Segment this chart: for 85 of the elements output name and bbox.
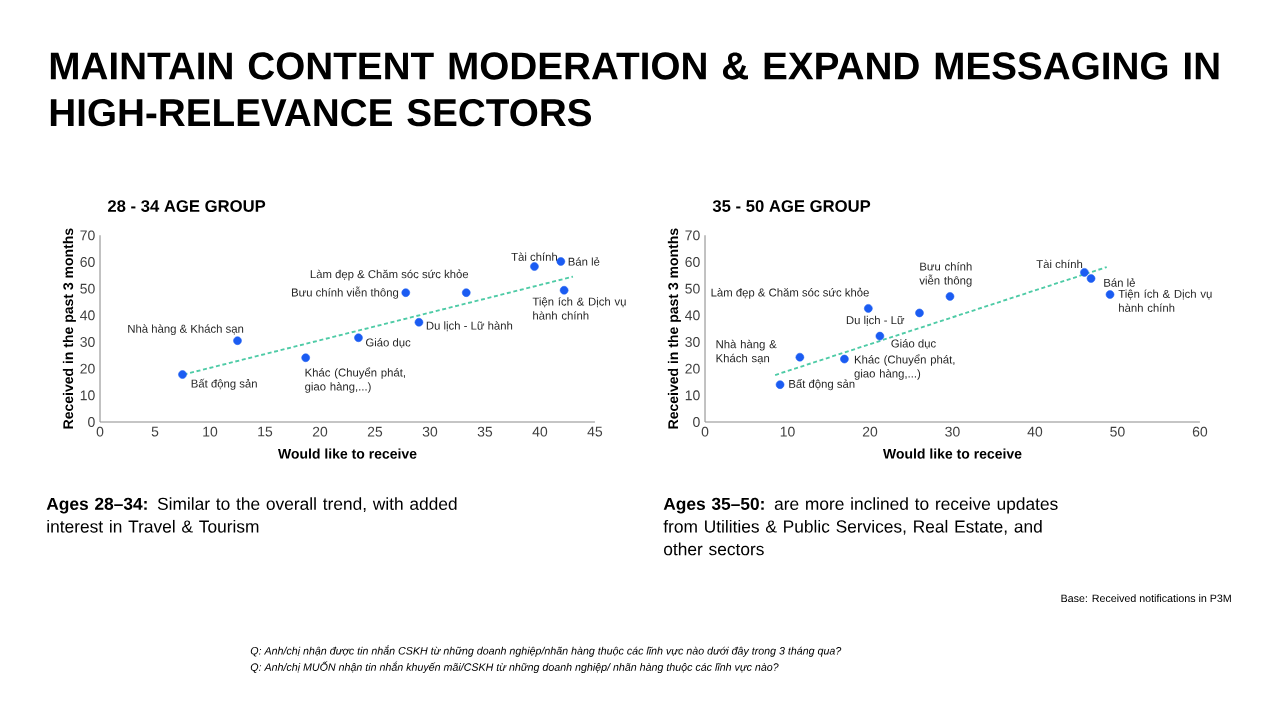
point: [178, 370, 187, 379]
y-tick-label: 60: [685, 257, 700, 267]
point: [840, 354, 849, 364]
x-tick-label: 20: [312, 426, 328, 437]
annotation: Tiện ích & Dịch vụ hành chính: [1118, 289, 1212, 312]
annotation: Bán lẻ: [568, 257, 600, 266]
y-tick-label: 20: [80, 363, 95, 374]
annotation: Làm đẹp & Chăm sóc sức khỏe: [711, 287, 869, 299]
point: [233, 336, 242, 345]
chart-title: 35 - 50 AGE GROUP: [712, 200, 871, 212]
point: [556, 257, 566, 266]
annotation: Làm đẹp & Chăm sóc sức khỏe: [310, 269, 469, 281]
x-tick-label: 0: [96, 426, 104, 437]
x-tick-label: 0: [701, 426, 709, 437]
point: [401, 288, 411, 297]
text: Q: Anh/chị nhận được tin nhắn CSKH từ những doanh nghiệp/nhãn hàng thuộc các lĩnh vực nào dưới đây trong 3 tháng qua?: [250, 645, 842, 657]
x-tick-label: 30: [422, 426, 438, 437]
x-tick-label: 10: [780, 426, 795, 437]
annotation: Tài chính: [1036, 259, 1083, 269]
point: [775, 380, 785, 389]
y-tick-label: 0: [88, 417, 95, 427]
point: [1086, 274, 1096, 283]
point: [559, 285, 569, 295]
annotation: Bán lẻ: [1104, 278, 1135, 287]
x-tick-label: 40: [532, 426, 548, 437]
x-tick-label: 20: [862, 426, 878, 437]
x-tick-label: 10: [203, 426, 218, 437]
x-tick-label: 5: [151, 426, 159, 437]
y-tick-label: 10: [80, 390, 95, 401]
y-tick-label: 0: [693, 417, 700, 427]
annotation: Tiện ích & Dịch vụ hành chính: [532, 297, 626, 320]
y-tick-label: 30: [80, 337, 95, 347]
y-axis-title: Received in the past 3 months: [62, 228, 76, 429]
point: [354, 333, 363, 342]
point: [414, 317, 424, 327]
y-tick-label: 60: [80, 257, 95, 267]
point: [1080, 268, 1089, 277]
x-axis-title: Would like to receive: [277, 448, 417, 459]
y-axis-title: Received in the past 3 months: [667, 228, 681, 429]
point: [915, 308, 924, 318]
annotation: Giáo dục: [891, 339, 936, 350]
annotation: Bưu chính viễn thông: [919, 262, 972, 287]
annotation: Giáo dục: [365, 338, 411, 349]
text: Ages 28–34: Similar to the overall trend, with added interest in Travel & Tourism: [46, 497, 457, 533]
text: MAINTAIN CONTENT MODERATION & EXPAND MESSAGING IN HIGH-RELEVANCE SECTORS: [50, 52, 1219, 127]
annotation: Du lịch - Lữ hành: [426, 321, 513, 332]
y-tick-label: 40: [685, 310, 700, 321]
annotation: Khác (Chuyển phát, giao hàng,...): [305, 367, 405, 393]
y-tick-label: 10: [685, 390, 700, 401]
point: [945, 292, 955, 301]
point: [461, 288, 471, 297]
text: Q: Anh/chị MUỐN nhận tin nhắn khuyến mãi/CSKH từ những doanh nghiệp/ nhãn hàng thuộc các lĩnh vực nào?: [250, 661, 779, 674]
annotation: Nhà hàng & Khách sạn: [716, 339, 777, 364]
point: [875, 331, 885, 341]
annotation: Bưu chính viễn thông: [291, 286, 399, 299]
x-tick-label: 60: [1192, 426, 1208, 437]
point: [795, 352, 805, 362]
x-tick-label: 40: [1027, 426, 1043, 437]
y-tick-label: 30: [685, 337, 700, 347]
point: [864, 304, 873, 313]
y-tick-label: 40: [80, 310, 95, 321]
y-tick-label: 50: [685, 283, 700, 294]
x-tick-label: 35: [477, 426, 493, 437]
y-tick-label: 20: [685, 363, 700, 374]
point: [530, 262, 539, 271]
y-tick-label: 70: [80, 230, 95, 241]
text: Ages 35–50: are more inclined to receive updates from Utilities & Public Services, Real Estate, and other sectors: [663, 497, 1058, 556]
annotation: Nhà hàng & Khách sạn: [128, 324, 244, 336]
point: [301, 353, 310, 362]
x-tick-label: 30: [945, 426, 960, 437]
annotation: Tài chính: [511, 252, 557, 261]
point: [1105, 290, 1115, 299]
y-tick-label: 50: [80, 283, 95, 294]
x-tick-label: 15: [258, 426, 273, 437]
annotation: Bất động sản: [789, 379, 855, 391]
x-tick-label: 50: [1110, 426, 1125, 437]
annotation: Khác (Chuyển phát, giao hàng,...): [854, 354, 955, 380]
x-axis-title: Would like to receive: [882, 448, 1022, 459]
text: Base: Received notifications in P3M: [1061, 594, 1231, 603]
chart-title: 28 - 34 AGE GROUP: [107, 200, 266, 212]
y-tick-label: 70: [685, 230, 700, 241]
x-tick-label: 45: [587, 426, 603, 437]
x-tick-label: 25: [367, 426, 383, 437]
annotation: Bất động sản: [191, 378, 257, 390]
annotation: Du lịch - Lữ: [846, 315, 905, 326]
